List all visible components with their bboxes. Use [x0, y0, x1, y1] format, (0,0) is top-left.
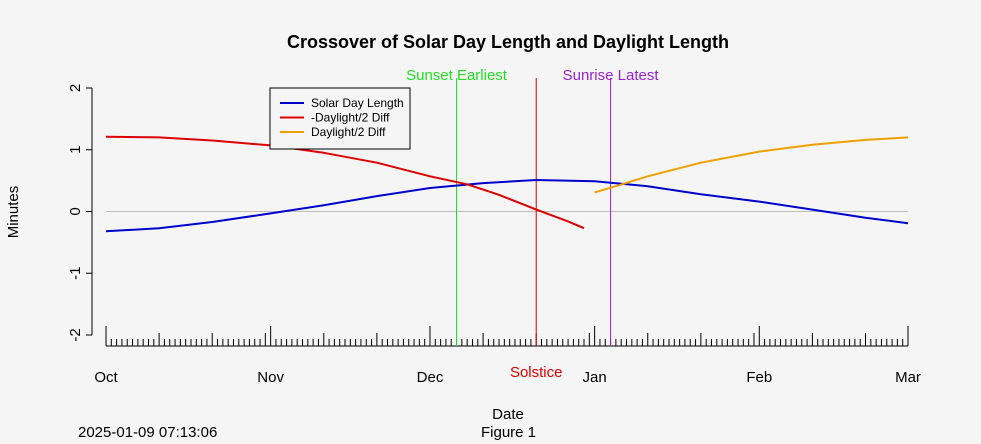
y-tick-label: 1 — [67, 146, 84, 154]
timestamp: 2025-01-09 07:13:06 — [78, 424, 218, 441]
y-tick-label: -2 — [67, 328, 84, 341]
x-tick-label: Jan — [583, 369, 607, 386]
x-tick-label: Mar — [895, 369, 921, 386]
chart: Crossover of Solar Day Length and Daylig… — [5, 32, 921, 420]
vertical-line-label: Sunrise Latest — [563, 67, 660, 84]
series-line — [105, 135, 585, 230]
series-group — [105, 135, 909, 233]
vertical-markers: Sunset Earliest Solstice Sunrise Latest — [406, 67, 659, 381]
axes: -2 -1 0 1 2 Oct Nov Dec Jan Feb Mar — [67, 84, 921, 386]
y-tick-label: 2 — [67, 84, 84, 92]
legend-entry: -Daylight/2 Diff — [311, 111, 390, 125]
series-line — [594, 136, 909, 194]
series-line — [105, 179, 909, 233]
legend-entry: Daylight/2 Diff — [311, 125, 386, 139]
figure-label: Figure 1 — [481, 424, 537, 441]
x-tick-label: Oct — [94, 369, 118, 386]
x-tick-label: Feb — [746, 369, 772, 386]
y-tick-label: -1 — [67, 267, 84, 280]
x-axis-label: Date — [492, 406, 524, 420]
chart-title: Crossover of Solar Day Length and Daylig… — [287, 32, 729, 52]
vertical-line-label: Solstice — [510, 364, 563, 381]
vertical-line-label: Sunset Earliest — [406, 67, 508, 84]
x-tick-label: Dec — [417, 369, 444, 386]
legend-entry: Solar Day Length — [311, 96, 404, 110]
y-axis-label: Minutes — [5, 186, 22, 239]
y-tick-label: 0 — [67, 207, 84, 215]
x-tick-label: Nov — [257, 369, 284, 386]
legend: Solar Day Length-Daylight/2 DiffDaylight… — [269, 87, 411, 150]
